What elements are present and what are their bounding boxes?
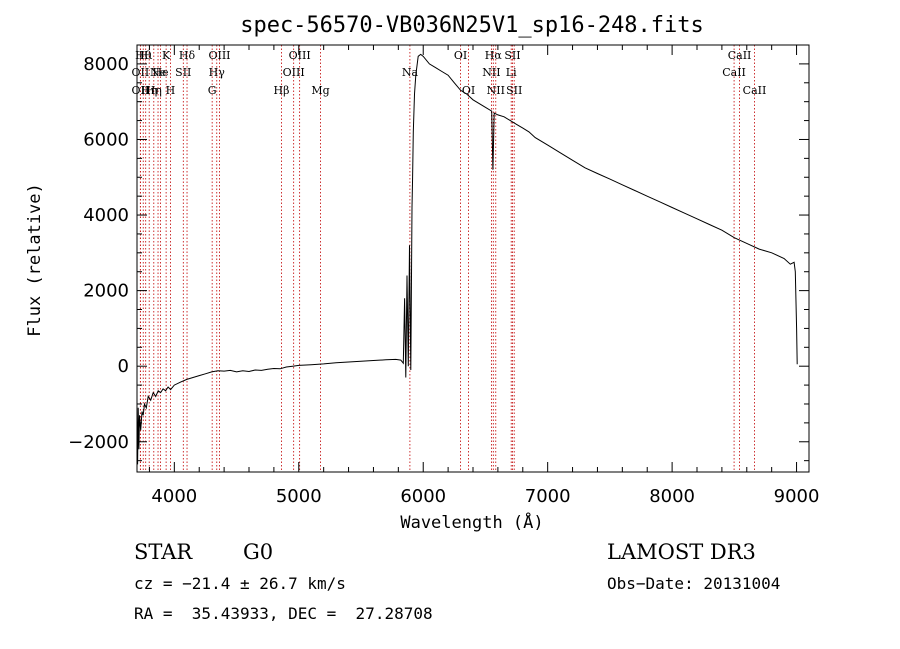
line-label-25: Li xyxy=(506,66,517,79)
line-label-21: OI xyxy=(462,84,475,97)
line-label-10: SII xyxy=(175,66,191,79)
line-label-30: CaII xyxy=(743,84,767,97)
y-tick-label-0: −2000 xyxy=(68,432,129,453)
y-tick-label-4: 6000 xyxy=(83,129,129,150)
line-label-12: G xyxy=(208,84,217,97)
line-label-9: H xyxy=(166,84,176,97)
line-label-7: He xyxy=(152,66,168,79)
line-label-1: OII xyxy=(132,84,150,97)
x-tick-label-4: 8000 xyxy=(649,486,695,507)
x-tick-label-0: 4000 xyxy=(151,486,197,507)
line-label-0: OII xyxy=(132,66,150,79)
line-label-23: Hα xyxy=(485,49,503,62)
x-tick-label-5: 9000 xyxy=(774,486,820,507)
object-subclass: G0 xyxy=(243,540,274,564)
line-label-27: SII xyxy=(506,84,522,97)
line-label-24: NII xyxy=(487,84,505,97)
chart-title: spec-56570-VB036N25V1_sp16-248.fits xyxy=(240,13,704,38)
line-label-6: Ne xyxy=(150,66,166,79)
spectral-line-markers xyxy=(139,45,755,472)
y-tick-label-1: 0 xyxy=(118,356,129,377)
line-label-18: Mg xyxy=(311,84,329,97)
x-tick-label-2: 6000 xyxy=(400,486,446,507)
line-label-20: OI xyxy=(454,49,467,62)
observation-date: Obs−Date: 20131004 xyxy=(607,574,781,593)
y-tick-label-2: 2000 xyxy=(83,281,129,302)
plot-frame xyxy=(136,44,810,473)
line-label-16: OIII xyxy=(283,66,305,79)
y-tick-label-3: 4000 xyxy=(83,205,129,226)
line-label-11: Hδ xyxy=(179,49,196,62)
line-label-19: Na xyxy=(402,66,419,79)
y-axis-label: Flux (relative) xyxy=(25,183,45,337)
x-axis: 4000 5000 6000 7000 8000 9000 xyxy=(148,45,820,507)
line-label-29: CaII xyxy=(728,49,752,62)
line-label-13: Hγ xyxy=(209,66,226,79)
line-label-22: NII xyxy=(482,66,500,79)
line-label-3: Hι xyxy=(139,49,153,62)
line-label-28: CaII xyxy=(722,66,746,79)
line-label-2: Hθ xyxy=(135,49,152,62)
y-axis: −2000 0 2000 4000 6000 8000 xyxy=(68,54,809,462)
coordinates-ra-dec: RA = 35.43933, DEC = 27.28708 xyxy=(134,604,433,623)
line-label-26: SII xyxy=(504,49,520,62)
y-tick-label-5: 8000 xyxy=(83,54,129,75)
line-label-4: Hη xyxy=(141,84,157,97)
x-tick-label-3: 7000 xyxy=(525,486,571,507)
flux-series-line xyxy=(136,53,798,465)
line-label-17: OIII xyxy=(289,49,311,62)
redshift-cz: cz = −21.4 ± 26.7 km/s xyxy=(134,574,346,593)
survey-name: LAMOST DR3 xyxy=(607,540,756,564)
line-label-8: K xyxy=(162,49,171,62)
x-axis-label: Wavelength (Å) xyxy=(400,511,543,533)
object-class: STAR xyxy=(134,540,193,564)
line-label-15: Hβ xyxy=(274,84,290,97)
x-tick-label-1: 5000 xyxy=(276,486,322,507)
line-label-5: Hη xyxy=(146,84,162,97)
line-label-14: OIII xyxy=(208,49,230,62)
